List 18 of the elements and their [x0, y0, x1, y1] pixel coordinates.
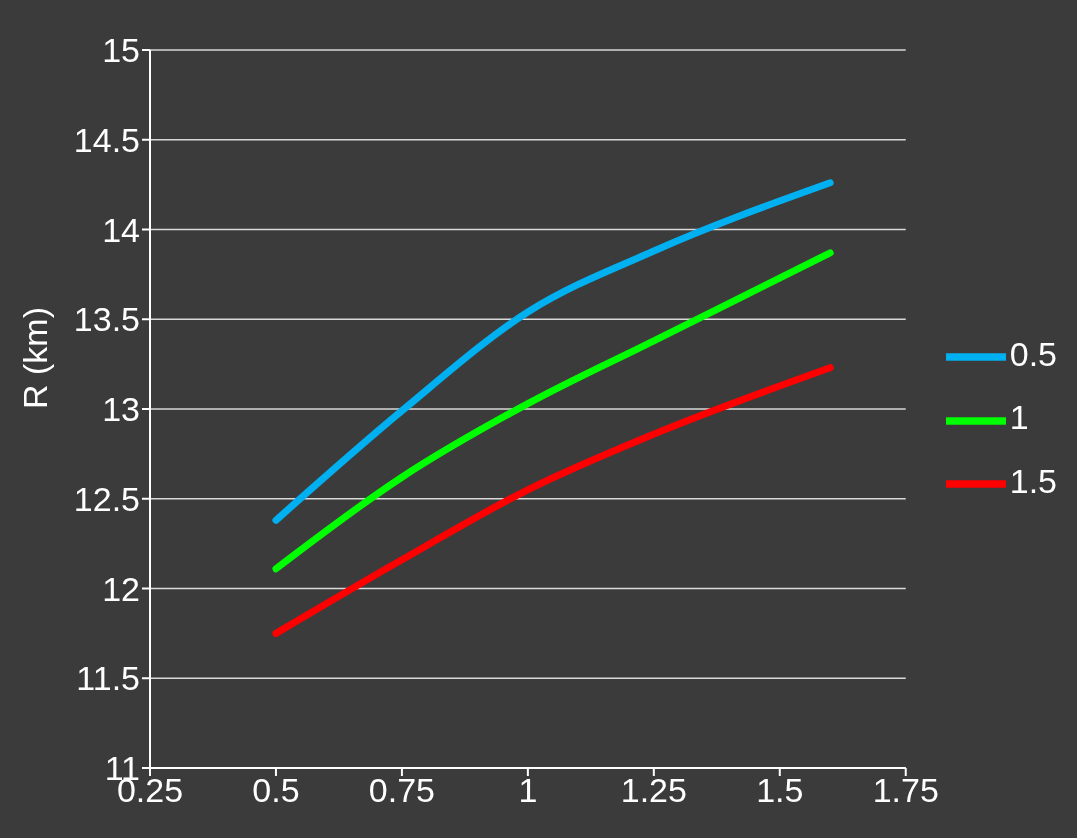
y-tick-label: 12 — [102, 569, 140, 608]
legend-label: 1 — [1009, 398, 1029, 437]
y-tick-label: 14 — [102, 210, 140, 249]
x-tick-label: 0.5 — [252, 771, 300, 810]
y-tick-label: 12.5 — [73, 479, 140, 518]
y-tick-label: 13.5 — [73, 300, 140, 339]
x-tick-label: 1 — [518, 771, 538, 810]
x-tick-label: 1.25 — [620, 771, 687, 810]
y-tick-label: 15 — [102, 31, 140, 70]
legend-label: 0.5 — [1009, 335, 1057, 374]
x-tick-label: 0.75 — [368, 771, 436, 810]
x-tick-label: 1.5 — [756, 771, 804, 810]
legend-label: 1.5 — [1009, 461, 1057, 500]
y-tick-label: 14.5 — [73, 120, 140, 159]
y-axis-title: R (km) — [16, 307, 55, 409]
y-tick-label: 11.5 — [76, 659, 140, 698]
x-tick-label: 1.75 — [872, 771, 939, 810]
y-tick-label: 13 — [102, 390, 140, 429]
